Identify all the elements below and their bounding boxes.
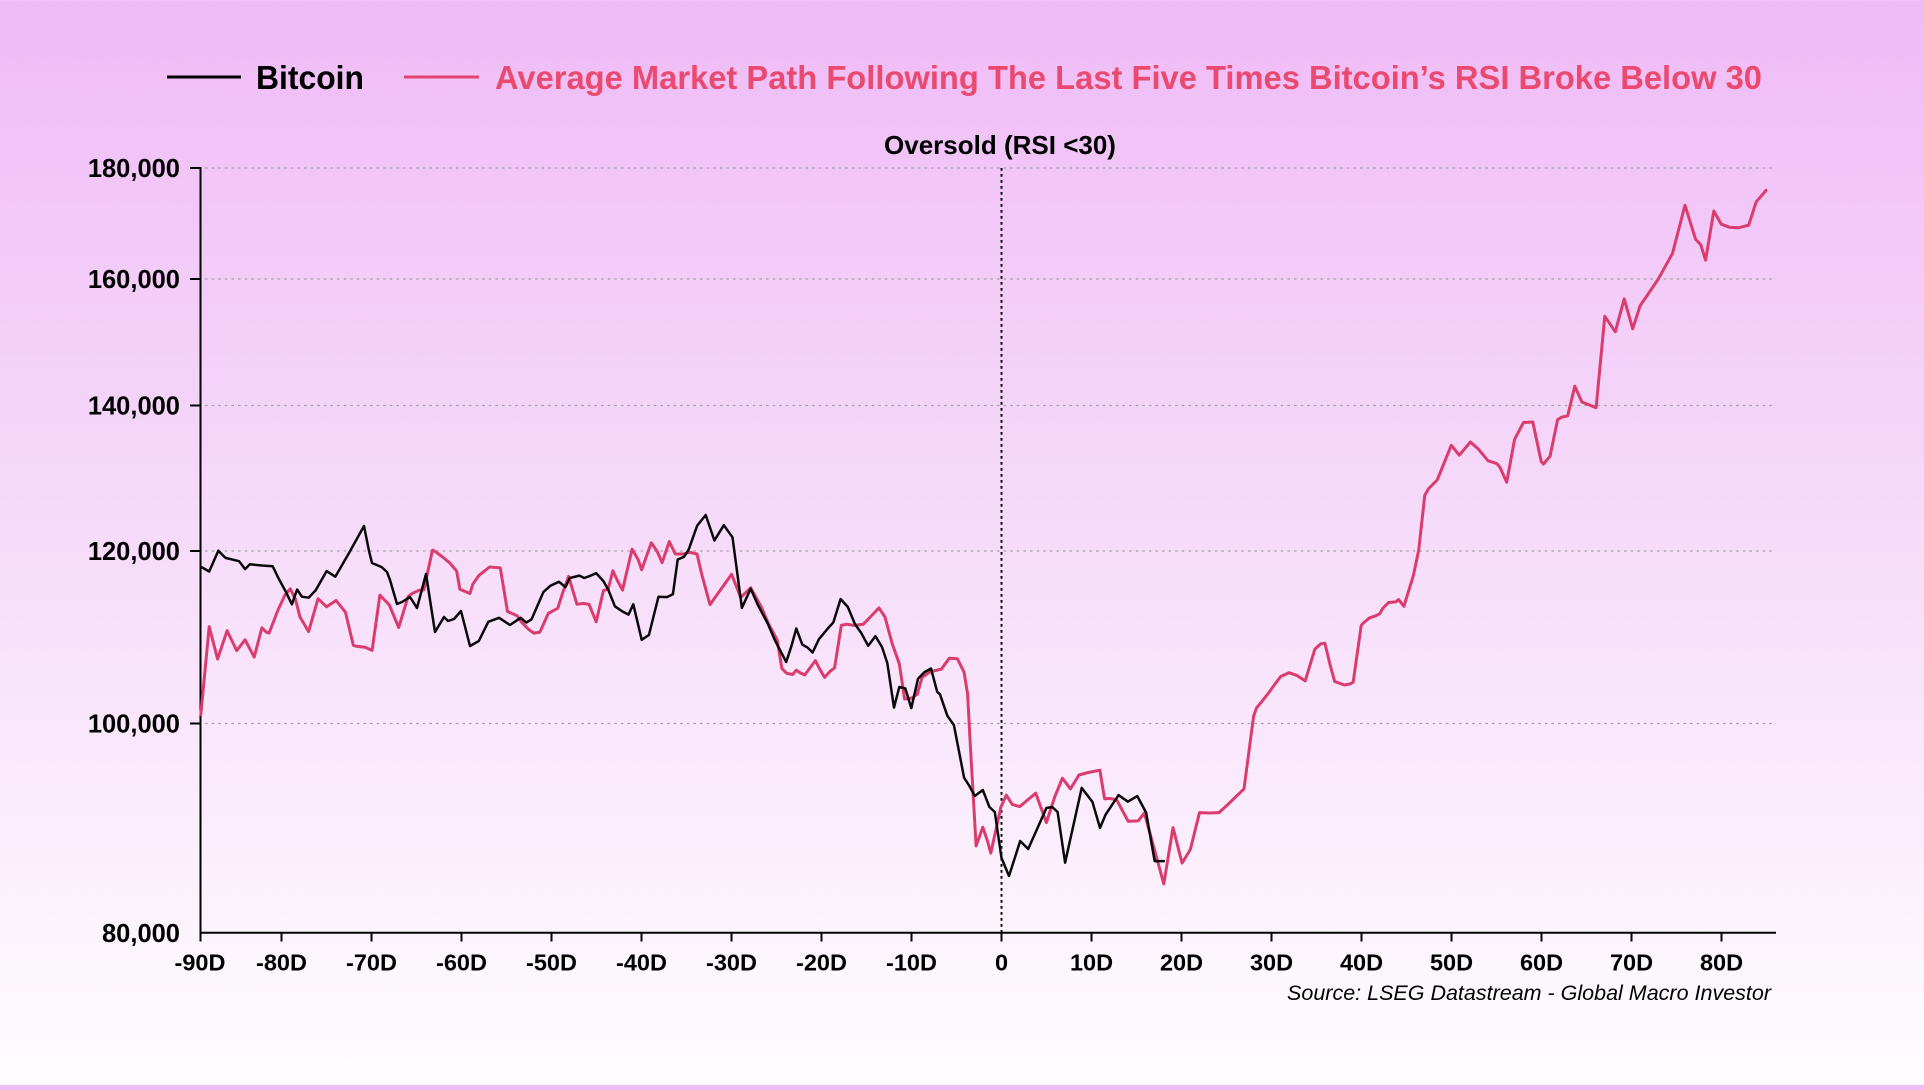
svg-text:Oversold (RSI <30): Oversold (RSI <30) <box>884 130 1116 160</box>
svg-text:-20D: -20D <box>796 950 847 976</box>
svg-text:-10D: -10D <box>886 950 937 976</box>
svg-text:70D: 70D <box>1610 950 1653 976</box>
svg-text:0: 0 <box>995 950 1008 976</box>
svg-text:-90D: -90D <box>175 950 226 976</box>
svg-text:80D: 80D <box>1700 950 1743 976</box>
svg-text:-80D: -80D <box>256 950 307 976</box>
svg-text:Average Market Path Following: Average Market Path Following The Last F… <box>495 59 1762 96</box>
svg-text:-50D: -50D <box>526 950 577 976</box>
svg-text:-60D: -60D <box>436 950 487 976</box>
svg-text:160,000: 160,000 <box>88 266 180 294</box>
svg-text:140,000: 140,000 <box>88 393 180 421</box>
svg-text:100,000: 100,000 <box>88 711 180 739</box>
svg-text:-40D: -40D <box>616 950 667 976</box>
svg-text:180,000: 180,000 <box>88 155 180 183</box>
svg-text:20D: 20D <box>1160 950 1203 976</box>
svg-text:30D: 30D <box>1250 950 1293 976</box>
svg-text:60D: 60D <box>1520 950 1563 976</box>
svg-text:-70D: -70D <box>346 950 397 976</box>
svg-text:80,000: 80,000 <box>102 920 180 948</box>
svg-text:10D: 10D <box>1070 950 1113 976</box>
svg-text:-30D: -30D <box>706 950 757 976</box>
svg-text:Source: LSEG Datastream - Glob: Source: LSEG Datastream - Global Macro I… <box>1287 981 1772 1005</box>
svg-text:120,000: 120,000 <box>88 538 180 566</box>
svg-text:40D: 40D <box>1340 950 1383 976</box>
svg-text:50D: 50D <box>1430 950 1473 976</box>
svg-text:Bitcoin: Bitcoin <box>256 59 364 96</box>
